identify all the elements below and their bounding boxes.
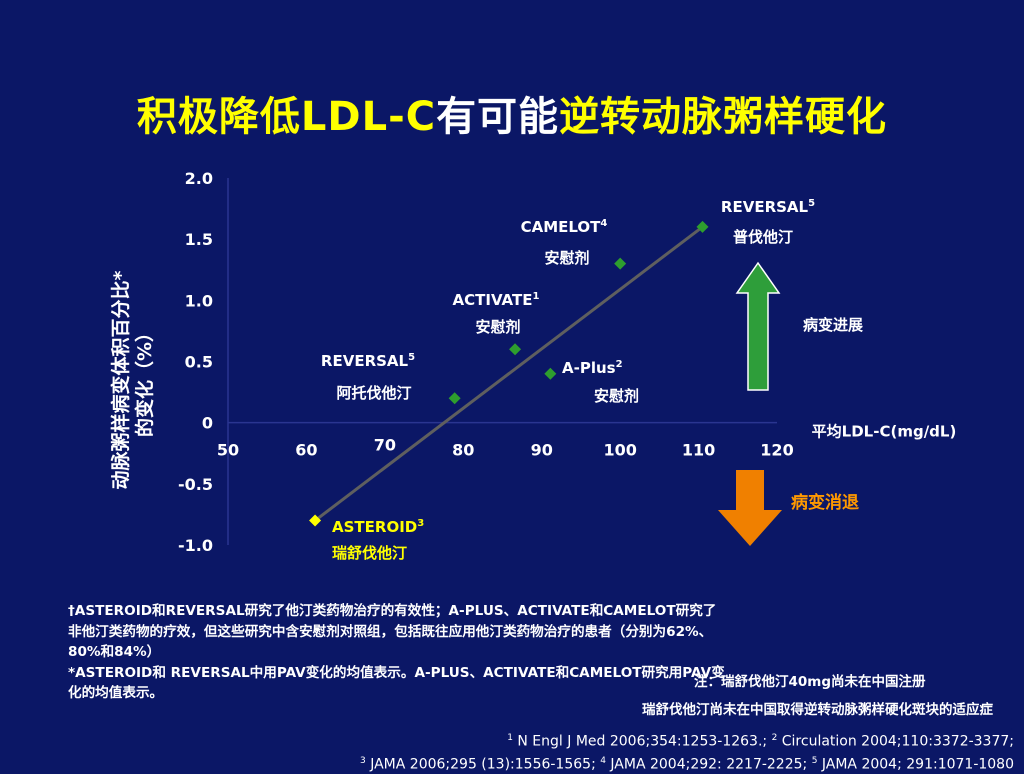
drug-label: 瑞舒伐他汀 xyxy=(332,544,407,562)
y-tick-label: 1.5 xyxy=(185,230,213,249)
drug-label: 安慰剂 xyxy=(594,387,639,405)
title-part-3: 有可能 xyxy=(436,94,560,140)
ref-sup-4: 4 xyxy=(600,755,606,766)
trend-line xyxy=(314,225,704,522)
study-label: ASTEROID3 xyxy=(332,518,424,536)
title-part-1: 积极降低 xyxy=(136,94,301,140)
data-point xyxy=(544,367,557,380)
x-tick-label: 120 xyxy=(760,441,793,460)
x-tick-label: 110 xyxy=(682,441,715,460)
references: 1 N Engl J Med 2006;354:1253-1263.; 2 Ci… xyxy=(360,729,1014,774)
study-label: CAMELOT4 xyxy=(521,218,608,236)
x-tick-label: 100 xyxy=(603,441,636,460)
y-tick-label: -1.0 xyxy=(178,536,213,555)
ref-text-1: N Engl J Med 2006;354:1253-1263.; xyxy=(512,733,772,750)
ref-text-4: JAMA 2004;292: 2217-2225; xyxy=(605,756,812,773)
title-part-2: LDL-C xyxy=(300,94,437,140)
progression-label: 病变进展 xyxy=(803,316,863,334)
references-line-1: 1 N Engl J Med 2006;354:1253-1263.; 2 Ci… xyxy=(360,729,1014,752)
progression-arrow xyxy=(735,261,781,391)
ref-sup-3: 3 xyxy=(360,755,366,766)
x-tick-label: 80 xyxy=(452,441,474,460)
footnotes: †ASTEROID和REVERSAL研究了他汀类药物治疗的有效性；A-PLUS、… xyxy=(68,601,728,704)
ref-sup-5: 5 xyxy=(811,755,818,766)
y-tick-label: 0.5 xyxy=(185,353,213,372)
ref-sup-1: 1 xyxy=(507,733,513,743)
references-line-2: 3 JAMA 2006;295 (13):1556-1565; 4 JAMA 2… xyxy=(360,752,1014,774)
china-registration-note: 注：瑞舒伐他汀40mg尚未在中国注册 xyxy=(694,674,926,690)
indication-note: 瑞舒伐他汀尚未在中国取得逆转动脉粥样硬化斑块的适应症 xyxy=(642,702,993,718)
regression-arrow xyxy=(718,470,782,546)
study-label: ACTIVATE1 xyxy=(453,291,540,309)
x-tick-label: 70 xyxy=(374,436,396,455)
regression-label: 病变消退 xyxy=(791,492,859,513)
x-tick-label: 90 xyxy=(531,441,553,460)
data-point xyxy=(696,220,709,233)
footnote-2: *ASTEROID和 REVERSAL中用PAV变化的均值表示。A-PLUS、A… xyxy=(68,664,725,702)
y-tick-label: 1.0 xyxy=(185,291,213,310)
footnote-1: †ASTEROID和REVERSAL研究了他汀类药物治疗的有效性；A-PLUS、… xyxy=(68,603,717,660)
y-tick-label: 2.0 xyxy=(185,169,213,188)
y-tick-label: 0 xyxy=(202,414,213,433)
data-point xyxy=(309,514,322,527)
y-axis-label-line-2: 的变化（%） xyxy=(134,322,156,438)
data-point xyxy=(448,392,461,405)
study-label: REVERSAL5 xyxy=(321,352,415,370)
title-part-4: 逆转动脉粥样硬化 xyxy=(559,94,888,140)
ref-sup-2: 2 xyxy=(771,733,778,743)
data-point xyxy=(509,343,522,356)
data-point xyxy=(614,257,627,270)
ref-text-3: JAMA 2006;295 (13):1556-1565; xyxy=(365,756,601,773)
y-axis-label-line-1: 动脉粥样病变体积百分比* xyxy=(110,270,132,490)
slide-title: 积极降低LDL-C有可能逆转动脉粥样硬化 xyxy=(0,84,1024,142)
drug-label: 安慰剂 xyxy=(544,249,589,267)
ref-text-5: JAMA 2004; 291:1071-1080 xyxy=(817,756,1014,773)
study-label: A-Plus2 xyxy=(562,359,623,377)
study-label: REVERSAL5 xyxy=(721,198,815,216)
drug-label: 阿托伐他汀 xyxy=(336,384,411,402)
drug-label: 安慰剂 xyxy=(475,318,520,336)
ref-text-2: Circulation 2004;110:3372-3377; xyxy=(777,733,1014,750)
x-tick-label: 50 xyxy=(217,441,239,460)
drug-label: 普伐他汀 xyxy=(733,228,793,246)
x-tick-label: 60 xyxy=(295,441,317,460)
y-axis-label: 动脉粥样病变体积百分比* 的变化（%） xyxy=(109,271,157,490)
x-axis-label: 平均LDL-C(mg/dL) xyxy=(812,423,957,441)
y-tick-label: -0.5 xyxy=(178,475,213,494)
